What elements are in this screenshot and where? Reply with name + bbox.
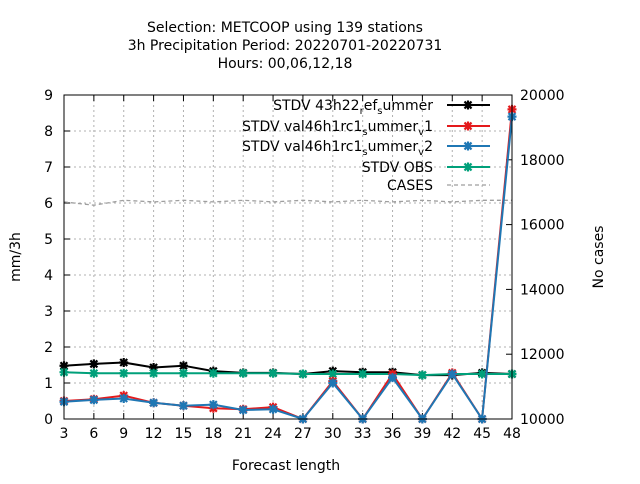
plot-frame	[63, 94, 513, 420]
y-tick-label: 1	[44, 376, 53, 392]
x-tick-label: 21	[234, 426, 252, 442]
data-point	[388, 373, 398, 383]
legend-entry-label: STDV val46h1rc1summerv2	[242, 139, 433, 158]
data-point	[238, 368, 248, 378]
x-tick-label: 3	[60, 426, 69, 442]
x-tick-label: 33	[354, 426, 372, 442]
y2-tick-label: 10000	[520, 412, 565, 428]
y-tick-label: 4	[44, 268, 53, 284]
y2-axis-label: No cases	[591, 226, 607, 289]
x-tick-label: 36	[384, 426, 402, 442]
y-tick-label: 8	[44, 124, 53, 140]
data-point	[358, 369, 368, 379]
data-point	[149, 398, 159, 408]
y-tick-label: 6	[44, 196, 53, 212]
y2-tick-label: 14000	[520, 282, 565, 298]
x-tick-label: 45	[473, 426, 491, 442]
data-point	[417, 370, 427, 380]
legend-entry-label: STDV 43h22refsummer	[273, 98, 433, 117]
data-point	[328, 369, 338, 379]
x-tick-label: 39	[413, 426, 431, 442]
data-point	[89, 395, 99, 405]
x-tick-label: 12	[145, 426, 163, 442]
data-point	[119, 393, 129, 403]
y2-tick-label: 12000	[520, 347, 565, 363]
y-tick-label: 2	[44, 340, 53, 356]
y-tick-label: 0	[44, 412, 53, 428]
x-tick-label: 30	[324, 426, 342, 442]
data-point	[178, 368, 188, 378]
series-5	[63, 199, 512, 206]
x-tick-label: 18	[204, 426, 222, 442]
chart-title-line-3: Hours: 00,06,12,18	[218, 56, 353, 72]
chart-title-line-1: Selection: METCOOP using 139 stations	[147, 20, 423, 36]
legend-marker	[463, 162, 473, 172]
data-point	[447, 369, 457, 379]
data-point	[328, 378, 338, 388]
x-tick-label: 9	[119, 426, 128, 442]
data-point	[298, 369, 308, 379]
data-point	[268, 404, 278, 414]
legend-entry-label: STDV val46h1rc1summerv1	[242, 119, 433, 138]
data-point	[477, 369, 487, 379]
y-tick-label: 5	[44, 232, 53, 248]
y-tick-label: 7	[44, 160, 53, 176]
y-axis-label: mm/3h	[8, 232, 24, 282]
x-tick-label: 6	[89, 426, 98, 442]
series-line	[63, 371, 512, 377]
legend: STDV 43h22refsummer STDV val46h1rc1summer…	[242, 98, 490, 194]
y-tick-label: 9	[44, 88, 53, 104]
series-line	[63, 116, 513, 422]
data-point	[149, 363, 159, 373]
chart-title-line-2: 3h Precipitation Period: 20220701-202207…	[128, 38, 443, 54]
y2-tick-label: 18000	[520, 153, 565, 169]
data-point	[119, 368, 129, 378]
series-line	[63, 199, 512, 206]
data-point	[178, 401, 188, 411]
x-tick-label: 24	[264, 426, 282, 442]
data-point	[89, 368, 99, 378]
y2-tick-label: 20000	[520, 88, 565, 104]
x-tick-label: 42	[443, 426, 461, 442]
data-point	[119, 357, 129, 367]
legend-marker	[463, 121, 473, 131]
x-tick-label: 48	[503, 426, 521, 442]
data-point	[178, 361, 188, 371]
legend-entry-label: CASES	[387, 178, 433, 194]
data-point	[268, 368, 278, 378]
legend-marker	[463, 100, 473, 110]
legend-entry-label: STDV OBS	[362, 160, 433, 176]
x-axis-label: Forecast length	[232, 458, 340, 474]
axis-ticks: 3 6 9 12 15 18 21 24 27 30 33 36 39 42 45 4801234567891…	[44, 88, 564, 442]
data-point	[238, 405, 248, 415]
y-tick-label: 3	[44, 304, 53, 320]
data-point	[208, 400, 218, 410]
data-point	[208, 368, 218, 378]
y2-tick-label: 16000	[520, 218, 565, 234]
x-tick-label: 15	[175, 426, 193, 442]
data-point	[89, 359, 99, 369]
x-tick-label: 27	[294, 426, 312, 442]
legend-marker	[463, 141, 473, 151]
data-point	[149, 368, 159, 378]
